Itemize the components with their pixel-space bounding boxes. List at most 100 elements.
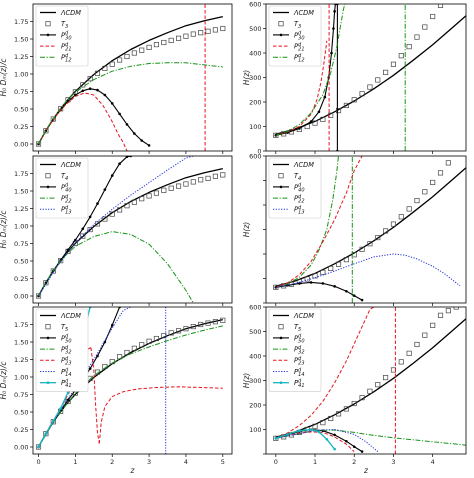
x-tick-label: 3	[147, 458, 151, 466]
chart-panel-r3c1: 0.00 0.25 0.50 0.75 1.00 1.25 1.50 1.75 0 1 2 3 4 5 H₀…	[0, 306, 233, 475]
legend-marker	[45, 21, 51, 27]
data-point-dot	[333, 10, 336, 13]
data-point-dot	[118, 162, 121, 165]
legend-label: Pd 21	[61, 42, 72, 53]
y-tick-label: 1.25	[14, 205, 28, 213]
y-tick-label: 500	[249, 328, 261, 336]
data-point-dot	[309, 120, 313, 123]
legend-label: Pd 32	[61, 345, 72, 356]
y-tick-label: 1.25	[14, 356, 28, 364]
legend-label: Pd 12	[294, 53, 305, 64]
data-point-square	[168, 330, 174, 336]
series-line-P4	[38, 156, 194, 297]
legend-label: ΛCDM	[60, 312, 81, 320]
data-point-dot	[352, 294, 356, 297]
y-tick-label: 0.00	[14, 443, 28, 451]
data-point-square	[312, 423, 318, 429]
data-point-square	[422, 24, 428, 30]
y-axis-label: H(z)	[242, 70, 251, 86]
y-tick-label: 0.75	[14, 391, 28, 399]
y-tick-label: 1.75	[14, 170, 28, 178]
series-line-P4	[38, 307, 131, 448]
data-point-square	[139, 47, 145, 53]
y-axis-label: H₀ Dₘ(z)/c	[0, 210, 8, 249]
data-point-square	[168, 37, 174, 43]
legend-frame	[35, 157, 89, 219]
y-tick-label: 0.50	[14, 257, 28, 265]
legend-label: Pd 30	[294, 31, 305, 42]
data-point-dot	[125, 123, 129, 126]
data-point-square	[190, 31, 196, 37]
data-point-square	[383, 375, 389, 381]
series-line-P2	[275, 307, 375, 439]
data-point-square	[35, 141, 42, 147]
data-point-square	[94, 70, 101, 76]
series-line-P4	[275, 429, 379, 452]
data-point-square	[320, 420, 326, 426]
y-tick-label: 200	[249, 98, 261, 106]
y-tick-label: 0.75	[14, 240, 28, 248]
data-point-dot	[298, 429, 301, 433]
data-point-square	[87, 227, 93, 233]
y-axis-label: H₀ Dₘ(z)/c	[0, 58, 8, 97]
data-point-dot	[360, 298, 364, 302]
data-point-square	[312, 273, 318, 279]
data-point-dot	[103, 188, 107, 191]
data-point-dot	[309, 281, 313, 284]
data-point-square	[414, 341, 420, 348]
x-tick-label: 2	[110, 458, 114, 466]
legend-label: T5	[294, 323, 301, 333]
legend-label: Pd 50	[61, 334, 72, 345]
legend-label: Pd 30	[61, 31, 72, 42]
data-point-dot	[110, 323, 114, 327]
data-point-square	[320, 269, 326, 275]
data-point-square	[328, 265, 334, 272]
axes-frame	[32, 306, 233, 455]
y-tick-label: 0.50	[14, 408, 28, 416]
data-point-square	[343, 102, 349, 108]
data-point-dot	[110, 102, 114, 105]
data-point-dot	[66, 398, 70, 402]
data-point-square	[58, 258, 64, 264]
data-point-square	[198, 30, 204, 36]
x-tick-label: 4	[184, 458, 188, 466]
data-point-square	[212, 173, 218, 179]
plot-area	[273, 4, 466, 151]
series-line-P2	[275, 40, 328, 136]
data-point-square	[50, 116, 56, 122]
data-point-square	[43, 431, 49, 437]
data-point-square	[131, 345, 137, 351]
chart-panel-r2c1: 0.00 0.25 0.50 0.75 1.00 1.25 1.50 1.75 H₀ Dₘ(z)…	[0, 155, 233, 306]
legend-frame	[35, 308, 89, 392]
chart-panel-r1c1: 0.00 0.25 0.50 0.75 1.00 1.25 1.50 1.75 H₀ Dₘ(z)…	[0, 3, 233, 154]
data-point-square	[351, 400, 357, 407]
data-point-square	[198, 177, 204, 183]
x-tick-label: 0	[274, 458, 278, 466]
series-line-P3	[38, 231, 194, 303]
series-line-P2	[98, 386, 223, 444]
data-point-dot	[323, 95, 327, 99]
plot-area	[35, 4, 226, 151]
data-point-square	[35, 293, 42, 299]
plot-area	[35, 156, 226, 303]
data-point-dot	[333, 447, 336, 451]
data-point-square	[183, 33, 189, 39]
data-point-square	[398, 214, 404, 220]
x-tick-label: 5	[221, 458, 225, 466]
data-point-square	[390, 221, 397, 227]
y-tick-label: 1.75	[14, 18, 28, 26]
data-point-square	[335, 108, 342, 114]
x-tick-label: 2	[352, 458, 356, 466]
y-tick-label: 1.50	[14, 187, 28, 195]
x-tick-label: 1	[73, 458, 77, 466]
data-point-square	[343, 406, 349, 412]
data-point-dot	[44, 432, 48, 436]
legend-label: Pd 50	[294, 334, 305, 345]
data-point-dot	[140, 139, 144, 142]
legend-frame	[35, 5, 89, 67]
y-axis-label: H(z)	[242, 373, 251, 389]
legend-marker	[45, 324, 51, 330]
